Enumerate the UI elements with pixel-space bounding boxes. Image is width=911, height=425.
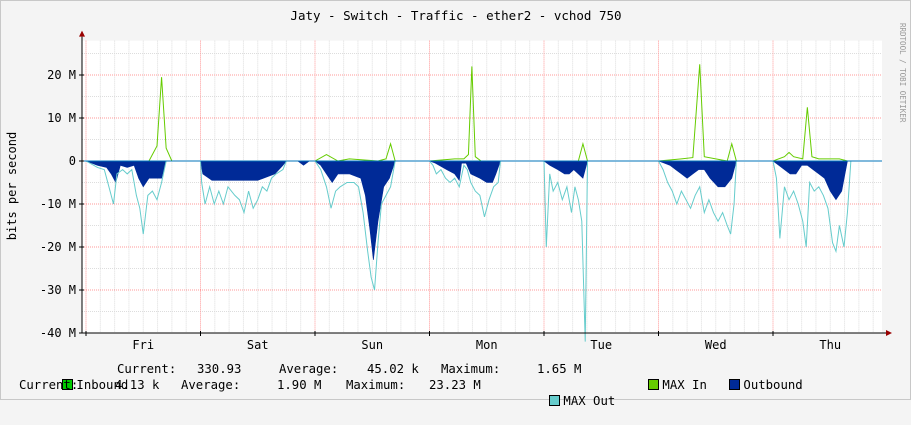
- series-outbound: [85, 160, 848, 260]
- watermark: RRDTOOL / TOBI OETIKER: [898, 23, 907, 123]
- inbound-current-label: Current:: [117, 362, 177, 376]
- y-tick-label: -40 M: [40, 326, 76, 340]
- inbound-average-label: Average:: [279, 362, 339, 376]
- chart-title: Jaty - Switch - Traffic - ether2 - vchod…: [290, 8, 621, 23]
- max-in-label: MAX In: [662, 378, 707, 392]
- inbound-label: Inbound: [76, 378, 129, 392]
- y-axis-label: bits per second: [5, 132, 19, 240]
- y-tick-label: -20 M: [40, 240, 76, 254]
- x-tick-label: Sun: [361, 338, 383, 352]
- outbound-maximum-value: 23.23 M: [429, 378, 481, 392]
- x-tick-label: Mon: [476, 338, 498, 352]
- tick-labels: 20 M 10 M 0 -10 M -20 M -30 M -40 M Fri Sat Sun Mo…: [40, 68, 841, 352]
- legend-row-outbound: Outbound: [685, 361, 803, 392]
- x-axis-arrow: [886, 330, 892, 336]
- chart-canvas: Jaty - Switch - Traffic - ether2 - vchod…: [5, 8, 907, 352]
- outbound-current-label: Current:: [19, 378, 79, 392]
- inbound-maximum-value: 1.65 M: [537, 362, 582, 376]
- x-tick-label: Wed: [705, 338, 727, 352]
- outbound-current-value: 4.13 k: [115, 378, 160, 392]
- axes: [79, 30, 892, 336]
- max-out-label: MAX Out: [563, 394, 616, 408]
- inbound-maximum-label: Maximum:: [441, 362, 501, 376]
- series-max-out: [85, 160, 852, 342]
- legend-row-inbound: Inbound: [18, 361, 128, 392]
- outbound-swatch: [729, 379, 741, 390]
- y-tick-label: -30 M: [40, 283, 76, 297]
- plot-area: [82, 40, 882, 333]
- x-tick-label: Thu: [819, 338, 841, 352]
- inbound-average-value: 45.02 k: [367, 362, 419, 376]
- outbound-maximum-label: Maximum:: [346, 378, 406, 392]
- legend-row-max-out: MAX Out: [505, 377, 615, 408]
- outbound-label: Outbound: [743, 378, 803, 392]
- outbound-average-value: 1.90 M: [277, 378, 322, 392]
- max-out-swatch: [549, 395, 561, 406]
- inbound-current-value: 330.93: [197, 362, 242, 376]
- y-tick-label: 0: [69, 154, 76, 168]
- y-axis-arrow: [79, 30, 85, 37]
- inbound-swatch: [62, 379, 74, 390]
- x-tick-label: Fri: [132, 338, 154, 352]
- y-tick-label: 20 M: [47, 68, 76, 82]
- y-tick-label: 10 M: [47, 111, 76, 125]
- y-tick-label: -10 M: [40, 197, 76, 211]
- outbound-average-label: Average:: [181, 378, 241, 392]
- legend-row-max-in: MAX In: [604, 361, 707, 392]
- x-tick-label: Sat: [247, 338, 269, 352]
- max-in-swatch: [648, 379, 660, 390]
- traffic-graph: Jaty - Switch - Traffic - ether2 - vchod…: [0, 0, 911, 408]
- x-tick-label: Tue: [590, 338, 612, 352]
- grid-lines: [82, 40, 882, 334]
